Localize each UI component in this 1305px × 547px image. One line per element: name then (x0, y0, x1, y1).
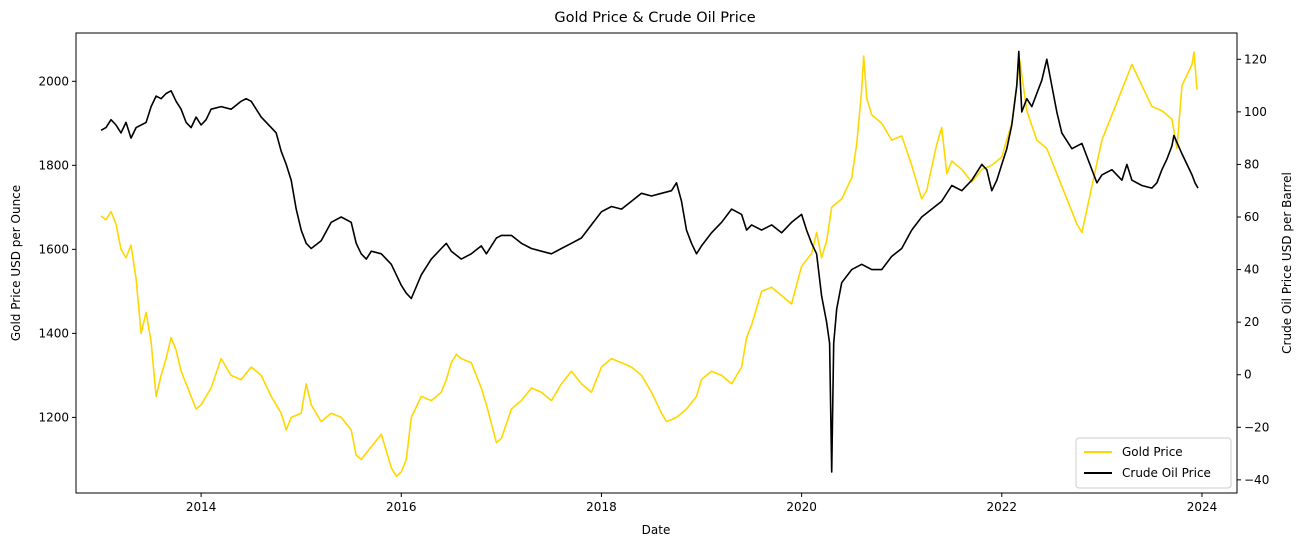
x-tick-label: 2020 (786, 500, 817, 514)
left-y-tick-label: 1400 (38, 326, 69, 340)
left-y-tick-label: 1200 (38, 410, 69, 424)
left-y-axis: 1200 1400 1600 1800 2000 (38, 74, 76, 424)
legend: Gold Price Crude Oil Price (1075, 437, 1232, 489)
right-y-tick-label: 80 (1244, 157, 1259, 171)
right-y-tick-label: 40 (1244, 263, 1259, 277)
gold-price-line (100, 51, 1198, 477)
right-y-tick-label: −20 (1244, 420, 1269, 434)
x-tick-label: 2014 (186, 500, 217, 514)
left-y-tick-label: 1800 (38, 158, 69, 172)
right-y-tick-label: 120 (1244, 52, 1267, 66)
x-tick-label: 2022 (987, 500, 1018, 514)
left-y-axis-title: Gold Price USD per Ounce (9, 185, 23, 341)
x-axis-title: Date (642, 523, 671, 537)
plot-frame (75, 32, 1238, 494)
right-y-tick-label: 0 (1244, 368, 1252, 382)
legend-box (1075, 437, 1232, 489)
right-y-axis: −40 −20 0 20 40 60 80 100 120 (1237, 52, 1269, 487)
right-y-tick-label: −40 (1244, 473, 1269, 487)
left-y-tick-label: 2000 (38, 74, 69, 88)
left-y-tick-label: 1600 (38, 242, 69, 256)
right-y-axis-title: Crude Oil Price USD per Barrel (1280, 172, 1294, 354)
legend-gold-label: Gold Price (1122, 445, 1183, 459)
x-axis: 2014 2016 2018 2020 2022 2024 (186, 493, 1217, 514)
right-y-tick-label: 20 (1244, 315, 1259, 329)
right-y-tick-label: 100 (1244, 105, 1267, 119)
right-y-tick-label: 60 (1244, 210, 1259, 224)
legend-oil-label: Crude Oil Price (1122, 466, 1211, 480)
x-tick-label: 2016 (386, 500, 417, 514)
crude-oil-price-line (100, 50, 1199, 473)
x-tick-label: 2018 (586, 500, 617, 514)
chart-title: Gold Price & Crude Oil Price (554, 10, 755, 26)
x-tick-label: 2024 (1187, 500, 1218, 514)
